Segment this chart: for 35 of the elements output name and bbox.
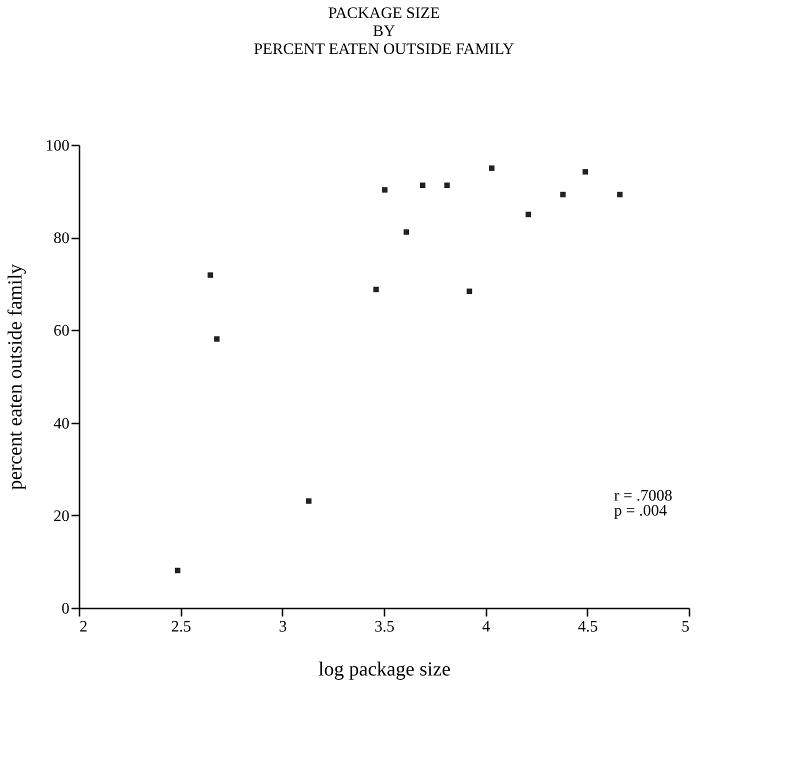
y-tick-label: 100 bbox=[46, 138, 70, 154]
annotation: r = .7008 bbox=[614, 488, 672, 504]
point bbox=[382, 187, 388, 193]
y-tick-label: 40 bbox=[54, 415, 70, 432]
x-tick-label: 5 bbox=[682, 618, 690, 636]
point bbox=[560, 192, 566, 198]
x-tick-label: 4.5 bbox=[578, 618, 598, 636]
point bbox=[373, 286, 379, 292]
point bbox=[306, 498, 312, 504]
point bbox=[444, 182, 450, 188]
x-tick-label: 4 bbox=[482, 618, 490, 636]
annotation: p = .004 bbox=[614, 502, 668, 520]
point bbox=[214, 336, 220, 342]
x-tick-label: 3.5 bbox=[374, 618, 394, 636]
point bbox=[582, 169, 588, 175]
x-tick-label: 3 bbox=[278, 618, 287, 636]
y-axis-title: percent eaten outside family bbox=[4, 264, 26, 490]
point bbox=[489, 165, 495, 171]
point bbox=[526, 212, 532, 218]
y-tick-label: 0 bbox=[62, 600, 70, 618]
point bbox=[208, 272, 214, 278]
y-tick-label: 80 bbox=[54, 230, 70, 248]
point bbox=[466, 288, 472, 294]
text: PACKAGE SIZE bbox=[328, 5, 440, 22]
x-axis-title: log package size bbox=[318, 658, 451, 680]
point bbox=[174, 568, 180, 574]
y-tick-label: 60 bbox=[54, 322, 70, 340]
text: BY bbox=[372, 23, 396, 40]
y-tick-label: 20 bbox=[54, 508, 70, 525]
text: PERCENT EATEN OUTSIDE FAMILY bbox=[254, 41, 514, 58]
point bbox=[617, 192, 623, 198]
x-tick-label: 2 bbox=[80, 618, 88, 636]
x-tick-label: 2.5 bbox=[171, 618, 192, 636]
point bbox=[404, 229, 410, 235]
point bbox=[420, 182, 426, 188]
